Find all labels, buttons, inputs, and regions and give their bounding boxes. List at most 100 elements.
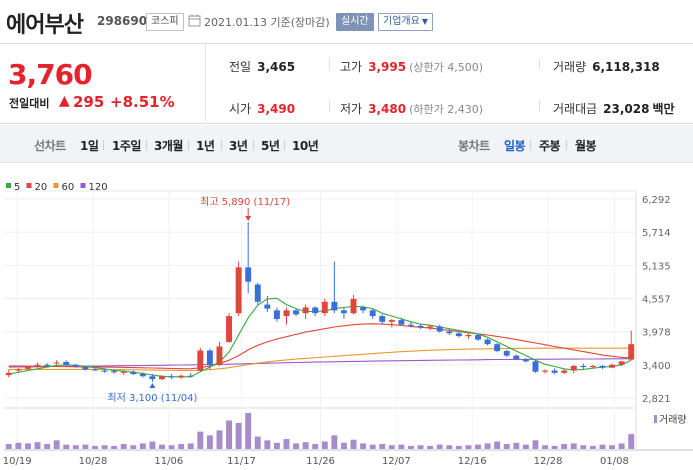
candle-body [283,310,290,317]
trade-amount: 거래대금 23,028 백만 [553,100,675,117]
tab-daily[interactable]: 일봉 [504,139,526,153]
candle-body [293,310,300,315]
tab-1week[interactable]: 1주일 [112,139,141,153]
volume-value: 6,118,318 [592,60,660,74]
candle-body [82,367,89,370]
volume-bar [522,444,529,449]
price-summary: 3,760 전일대비 ▲ 295 +8.51% 전일 3,465 고가 3,995(… [0,44,693,124]
legend-swatch [53,183,59,188]
candle-body [139,373,146,377]
legend-label: 20 [35,182,48,193]
x-tick-label: 10/28 [79,456,108,467]
tab-3month[interactable]: 3개월 [154,139,183,153]
volume-bar [340,442,347,449]
candle-body [542,370,548,372]
volume-bar [245,413,252,449]
tab-1day[interactable]: 1일 [80,139,99,153]
candle-body [609,364,616,368]
y-tick-label: 4,557 [642,295,671,306]
volume-bar [388,445,395,449]
x-tick-label: 11/17 [227,456,256,467]
divider [221,140,222,150]
tab-1year[interactable]: 1년 [196,139,215,153]
candle-body [580,365,587,368]
volume-bar [312,444,319,449]
up-arrow-icon: ▲ [59,93,70,109]
volume-bar [417,445,424,449]
amount-unit: 백만 [652,102,675,116]
candle-body [475,334,481,340]
tab-monthly[interactable]: 월봉 [575,139,597,153]
candle-body [159,376,165,380]
tab-line-chart[interactable]: 선차트 [34,139,66,153]
volume-bar [589,445,596,449]
volume-bar [254,436,261,449]
volume-bar [360,443,367,449]
tab-10year[interactable]: 10년 [292,139,319,153]
volume-label: 거래량 [553,60,587,74]
x-tick-label: 11/26 [306,456,335,467]
x-tick-label: 11/06 [154,456,183,467]
x-tick-label: 12/07 [382,456,411,467]
volume-bar [446,445,453,449]
ma5-line [8,297,632,378]
volume-bar [628,434,635,449]
low-price: 저가 3,480 (하한가 2,430) [340,100,483,117]
volume-bar [197,431,204,449]
candle-body [589,365,596,368]
ma60-line [8,347,632,372]
legend-label: 5 [14,182,20,193]
chart-tabs: 선차트 1일 1주일 3개월 1년 3년 5년 10년 봉차트 일봉 주봉 월봉 [0,125,693,163]
high-label: 고가 [340,60,363,74]
candle-body [130,371,137,374]
divider [530,140,531,150]
candle-body [5,372,12,376]
candle-body [187,375,194,377]
volume-bar [561,444,568,449]
divider [329,58,330,70]
prev-close-label: 전일 [229,60,252,74]
calendar-icon [188,14,201,27]
high-value: 3,995 [368,60,407,74]
tab-candle-chart[interactable]: 봉차트 [458,139,490,153]
divider [329,100,330,112]
candle-body [206,350,213,365]
tab-5year[interactable]: 5년 [261,139,280,153]
volume-bar [273,442,280,449]
divider [146,140,147,150]
candle-body [273,310,280,319]
x-tick-label: 12/28 [534,456,563,467]
legend-swatch [80,183,86,188]
candle-body [63,361,70,365]
company-overview-label: 기업개요 [383,16,420,27]
lower-limit: (하한가 2,430) [409,103,483,116]
company-overview-button[interactable]: 기업개요 ▼ [378,13,433,31]
tab-3year[interactable]: 3년 [229,139,248,153]
y-tick-label: 5,135 [642,261,671,272]
candle-body [34,364,41,366]
volume-bar [331,435,338,449]
volume-bar [34,442,41,449]
volume-bar [72,445,79,449]
volume-bar [63,444,70,449]
low-label: 저가 [340,102,363,116]
candle-body [302,307,309,314]
y-tick-label: 3,400 [642,361,671,372]
divider [539,100,540,112]
volume-bar [111,445,118,449]
tab-weekly[interactable]: 주봉 [539,139,561,153]
ma20-line [8,323,632,370]
candle-body [312,307,319,314]
change-value: 295 [73,93,105,111]
volume-bar [226,420,232,449]
y-tick-label: 5,714 [642,228,671,239]
volume-bar [159,444,165,449]
chevron-down-icon: ▼ [421,17,428,26]
divider [566,140,567,150]
volume-bar [484,443,491,449]
volume-bar [580,445,587,449]
volume-bar [513,442,520,449]
volume-bar [130,445,137,449]
realtime-button[interactable]: 실시간 [336,13,374,31]
x-tick-label: 10/19 [3,456,32,467]
